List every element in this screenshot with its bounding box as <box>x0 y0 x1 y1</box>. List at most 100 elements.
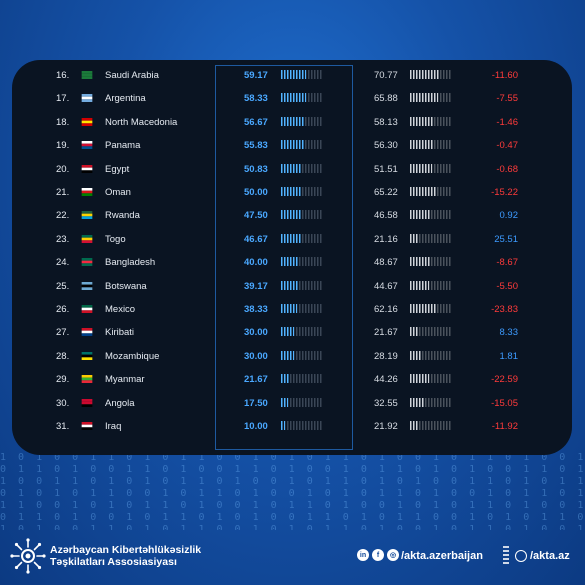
country-flag-icon <box>81 281 93 290</box>
country-name: Botswana <box>105 280 147 292</box>
score-change: -5.50 <box>496 280 518 292</box>
rank: 23. <box>56 233 70 245</box>
country-name: North Macedonia <box>105 116 178 128</box>
rank: 17. <box>56 93 70 105</box>
score-change: -15.22 <box>491 187 518 198</box>
rank: 29. <box>56 374 70 386</box>
rank: 24. <box>56 257 70 269</box>
previous-score: 21.16 <box>374 233 398 245</box>
previous-score: 21.92 <box>374 421 398 432</box>
country-flag-icon <box>81 188 93 196</box>
country-flag-icon <box>81 164 93 173</box>
current-score: 21.67 <box>244 374 268 386</box>
previous-score-bar <box>410 140 452 150</box>
previous-score: 65.88 <box>374 93 398 105</box>
table-row: 27. Kiribati 30.00 21.67 8.33 <box>12 321 572 344</box>
table-row: 20. Egypt 50.83 51.51 -0.68 <box>12 158 572 181</box>
rank: 19. <box>56 140 70 152</box>
current-score-bar <box>281 257 323 267</box>
current-score: 46.67 <box>244 233 268 245</box>
table-row: 24. Bangladesh 40.00 48.67 -8.67 <box>12 251 572 274</box>
country-flag-icon <box>81 117 93 126</box>
previous-score-bar <box>410 350 452 360</box>
instagram-icon[interactable]: ◎ <box>387 549 399 561</box>
country-name: Panama <box>105 140 141 152</box>
table-row: 30. Angola 17.50 32.55 -15.05 <box>12 392 572 415</box>
social-handle-link[interactable]: /akta.azerbaijan <box>401 550 483 562</box>
table-row: 28. Mozambique 30.00 28.19 1.81 <box>12 345 572 368</box>
country-flag-icon <box>81 94 93 103</box>
current-score-bar <box>281 421 323 430</box>
score-change: -11.60 <box>491 70 518 81</box>
current-score: 55.83 <box>244 140 268 152</box>
previous-score: 58.13 <box>374 116 398 128</box>
previous-score-bar <box>410 187 452 196</box>
score-change: 0.92 <box>499 210 519 222</box>
country-name: Egypt <box>105 163 130 175</box>
current-score-bar <box>281 374 323 384</box>
previous-score: 51.51 <box>374 163 398 175</box>
column-divider <box>352 65 353 450</box>
rank: 16. <box>56 70 70 81</box>
previous-score-bar <box>410 421 452 430</box>
previous-score-bar <box>410 397 452 407</box>
score-change: 1.81 <box>499 350 519 362</box>
current-score-bar <box>281 163 323 173</box>
rank: 31. <box>56 421 70 432</box>
current-score-bar <box>281 280 323 290</box>
previous-score-bar <box>410 93 452 103</box>
table-row: 26. Mexico 38.33 62.16 -23.83 <box>12 298 572 321</box>
previous-score: 46.58 <box>374 210 398 222</box>
current-score-bar <box>281 397 323 407</box>
score-change: -11.92 <box>491 421 518 432</box>
footer-separator <box>503 546 509 564</box>
previous-score-bar <box>410 374 452 384</box>
current-score-bar <box>281 140 323 150</box>
score-change: -8.67 <box>496 257 518 269</box>
table-row: 21. Oman 50.00 65.22 -15.22 <box>12 181 572 204</box>
current-score-bar <box>281 350 323 360</box>
country-flag-icon <box>81 398 93 407</box>
current-score: 59.17 <box>244 70 268 81</box>
linkedin-icon[interactable]: in <box>357 549 369 561</box>
website-link[interactable]: /akta.az <box>530 550 570 562</box>
current-score: 38.33 <box>244 304 268 315</box>
facebook-icon[interactable]: f <box>372 549 384 561</box>
score-change: -15.05 <box>491 397 518 409</box>
previous-score: 48.67 <box>374 257 398 269</box>
table-row: 18. North Macedonia 56.67 58.13 -1.46 <box>12 111 572 134</box>
table-row: 29. Myanmar 21.67 44.26 -22.59 <box>12 368 572 391</box>
current-score: 39.17 <box>244 280 268 292</box>
country-flag-icon <box>81 71 93 79</box>
current-score: 56.67 <box>244 116 268 128</box>
current-score: 30.00 <box>244 327 268 339</box>
org-line-1: Azərbaycan Kibertəhlükəsizlik <box>50 544 202 556</box>
previous-score-bar <box>410 116 452 126</box>
akta-logo-icon <box>10 538 46 574</box>
country-flag-icon <box>81 328 93 337</box>
previous-score: 28.19 <box>374 350 398 362</box>
previous-score-bar <box>410 327 452 337</box>
current-score-bar <box>281 93 323 103</box>
rank: 27. <box>56 327 70 339</box>
score-change: -1.46 <box>496 116 518 128</box>
previous-score-bar <box>410 304 452 313</box>
current-score: 58.33 <box>244 93 268 105</box>
previous-score-bar <box>410 163 452 173</box>
country-name: Myanmar <box>105 374 145 386</box>
country-flag-icon <box>81 258 93 267</box>
current-score: 40.00 <box>244 257 268 269</box>
current-score: 47.50 <box>244 210 268 222</box>
globe-icon <box>515 550 527 562</box>
current-score-bar <box>281 70 323 79</box>
country-name: Argentina <box>105 93 146 105</box>
organization-name: Azərbaycan Kibertəhlükəsizlik Təşkilatla… <box>50 544 201 568</box>
score-change: 8.33 <box>499 327 519 339</box>
rank: 28. <box>56 350 70 362</box>
country-flag-icon <box>81 375 93 384</box>
country-name: Mexico <box>105 304 136 315</box>
ranking-panel: 16. Saudi Arabia 59.17 70.77 -11.60 17. Arge… <box>12 60 572 455</box>
previous-score: 44.26 <box>374 374 398 386</box>
previous-score-bar <box>410 233 452 243</box>
table-row: 17. Argentina 58.33 65.88 -7.55 <box>12 87 572 110</box>
